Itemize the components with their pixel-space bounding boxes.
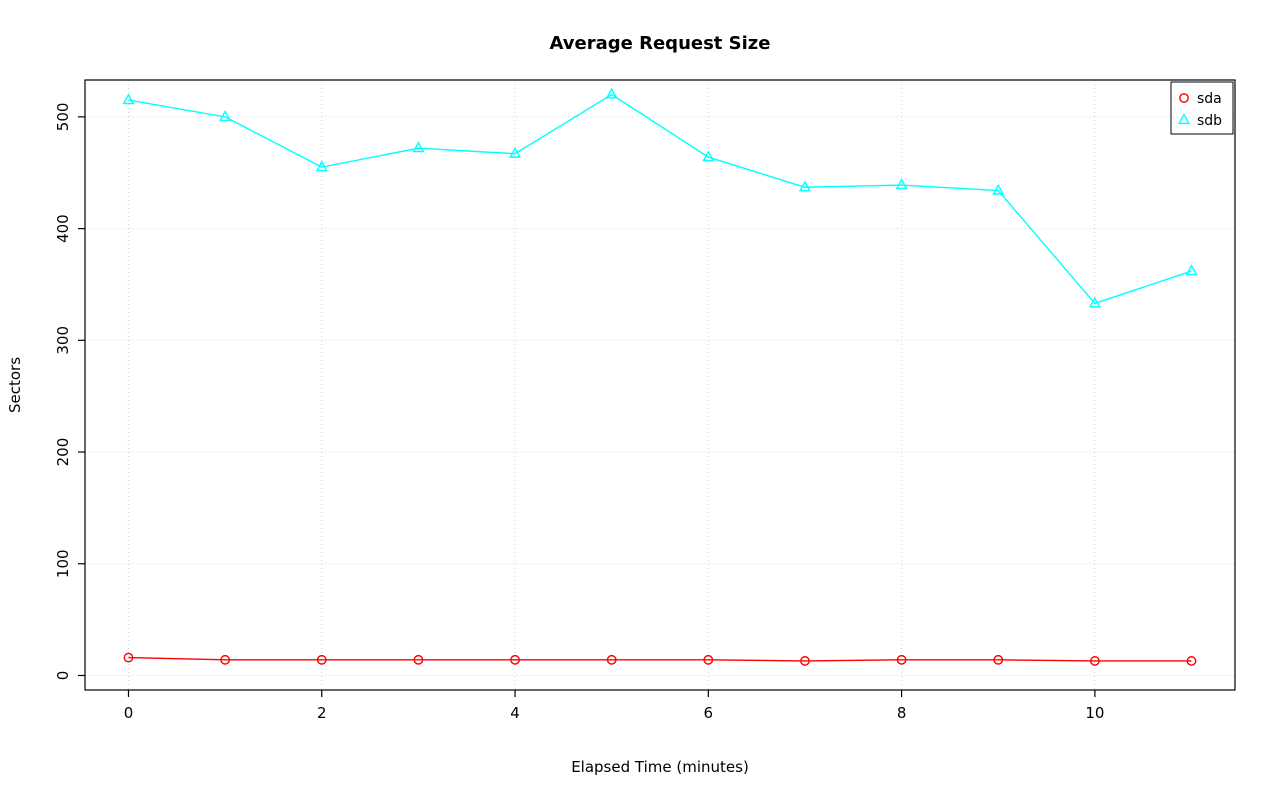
marker-triangle — [605, 87, 618, 99]
marker-triangle — [1088, 296, 1101, 308]
x-tick-label: 4 — [510, 704, 520, 722]
marker-triangle — [509, 146, 522, 158]
y-tick-label: 500 — [54, 103, 72, 132]
marker-triangle — [219, 110, 232, 121]
chart-title: Average Request Size — [550, 33, 771, 54]
marker-triangle — [798, 180, 811, 192]
y-tick-label: 100 — [54, 549, 72, 578]
marker-circle — [1089, 656, 1100, 666]
series-sdb — [122, 87, 1198, 308]
y-tick-label: 0 — [54, 671, 72, 681]
x-tick-label: 10 — [1085, 704, 1104, 722]
x-tick-label: 6 — [704, 704, 714, 722]
legend-label-sda: sda — [1197, 91, 1222, 107]
y-tick-label: 300 — [54, 326, 72, 355]
grid — [85, 80, 1235, 690]
marker-circle — [510, 654, 520, 665]
marker-circle — [123, 652, 134, 663]
x-tick-label: 0 — [124, 704, 134, 722]
marker-circle — [316, 654, 327, 665]
marker-triangle — [1185, 264, 1198, 276]
x-tick-label: 2 — [317, 704, 327, 722]
series-line-sda — [128, 656, 1192, 662]
marker-circle — [1179, 93, 1189, 103]
marker-triangle — [122, 93, 135, 105]
marker-circle — [220, 654, 231, 665]
marker-circle — [606, 654, 617, 665]
y-tick-label: 200 — [54, 438, 72, 467]
marker-triangle — [895, 178, 908, 190]
plot-border — [84, 79, 1236, 691]
marker-circle — [703, 654, 714, 665]
marker-circle — [993, 654, 1004, 665]
marker-triangle — [315, 160, 328, 172]
marker-triangle — [992, 183, 1005, 195]
legend-label-sdb: sdb — [1197, 113, 1222, 129]
y-tick-label: 400 — [54, 214, 72, 243]
legend-box — [1170, 81, 1234, 135]
series-line-sdb — [128, 93, 1192, 305]
y-axis-label: Sectors — [6, 357, 24, 413]
marker-triangle — [412, 141, 425, 153]
marker-circle — [800, 656, 810, 666]
x-axis-label: Elapsed Time (minutes) — [571, 758, 749, 776]
marker-circle — [896, 654, 907, 665]
marker-triangle — [1178, 113, 1190, 125]
legend: sda sdb — [1170, 81, 1234, 135]
marker-circle — [413, 654, 424, 665]
series-sda — [123, 652, 1197, 666]
marker-triangle — [702, 150, 715, 162]
series — [122, 87, 1198, 666]
x-tick-label: 8 — [897, 704, 907, 722]
marker-circle — [1186, 656, 1197, 666]
